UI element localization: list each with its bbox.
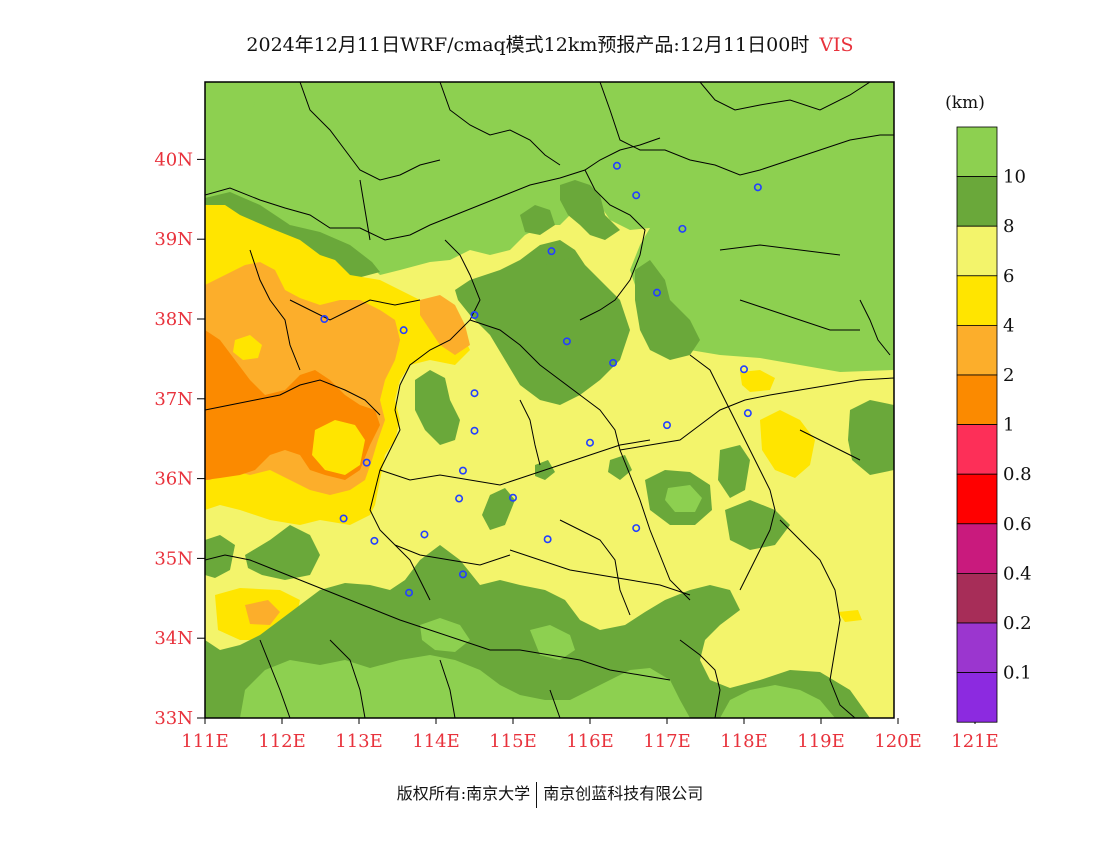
lon-label: 119E (797, 731, 845, 752)
legend-label: 10 (1003, 167, 1026, 188)
lat-label: 33N (154, 708, 193, 729)
lon-label: 114E (412, 731, 460, 752)
lat-label: 34N (154, 628, 193, 649)
legend-swatch (956, 126, 998, 177)
station-marker (320, 314, 329, 323)
lat-label: 37N (154, 389, 193, 410)
station-marker (339, 514, 348, 523)
station-marker (543, 535, 552, 544)
lon-label: 115E (489, 731, 537, 752)
station-marker (399, 326, 408, 335)
lat-label: 38N (154, 309, 193, 330)
color-legend: (km) 10 8 6 4 2 1 0.8 0.6 0.4 0.2 0.1 (945, 93, 1032, 723)
lon-label: 117E (643, 731, 691, 752)
longitude-axis: 111E 112E 113E 114E 115E 116E 117E 118E 119E 120E… (181, 718, 999, 752)
lat-label: 39N (154, 229, 193, 250)
copyright-left: 版权所有:南京大学 (396, 784, 531, 803)
station-marker (739, 365, 748, 374)
station-marker (612, 161, 621, 170)
station-marker (678, 224, 687, 233)
legend-label: 0.1 (1003, 663, 1032, 684)
legend-swatch (956, 225, 998, 277)
map-frame (204, 81, 895, 719)
legend-swatch (956, 324, 998, 376)
copyright-separator (536, 781, 538, 808)
station-marker (652, 288, 661, 297)
legend-label: 0.4 (1003, 563, 1032, 584)
station-marker (370, 536, 379, 545)
station-marker (562, 337, 571, 346)
legend-label: 6 (1003, 266, 1014, 287)
lon-label: 116E (566, 731, 614, 752)
station-marker (470, 389, 479, 398)
lon-label: 112E (258, 731, 306, 752)
boundary-lines (205, 82, 894, 718)
station-marker (632, 191, 641, 200)
latitude-axis: 40N 39N 38N 37N 36N 35N 34N 33N (154, 149, 205, 729)
station-marker (609, 358, 618, 367)
station-marker (662, 421, 671, 430)
station-marker (470, 426, 479, 435)
station-marker (753, 183, 762, 192)
legend-swatch (956, 424, 998, 475)
legend-label: 0.8 (1003, 464, 1032, 485)
lon-label: 118E (720, 731, 768, 752)
legend-label: 0.6 (1003, 514, 1032, 535)
legend-swatch (956, 523, 998, 574)
legend-swatch (956, 672, 998, 723)
map-title: 2024年12月11日WRF/cmaq模式12km预报产品:12月11日00时 V… (0, 30, 1100, 57)
station-marker (585, 438, 594, 447)
legend-label: 0.2 (1003, 613, 1032, 634)
station-marker (547, 247, 556, 256)
legend-swatch (956, 374, 998, 425)
title-variable: VIS (819, 34, 854, 56)
legend-label: 1 (1003, 415, 1014, 436)
legend-label: 2 (1003, 365, 1014, 386)
legend-swatch (956, 176, 998, 227)
station-marker (362, 458, 371, 467)
station-marker (458, 466, 467, 475)
station-marker (458, 570, 467, 579)
lat-label: 35N (154, 548, 193, 569)
legend-label: 4 (1003, 315, 1014, 336)
station-marker (508, 493, 517, 502)
lat-label: 40N (154, 149, 193, 170)
copyright-right: 南京创蓝科技有限公司 (543, 784, 704, 803)
lon-label: 121E (951, 731, 999, 752)
lat-label: 36N (154, 469, 193, 490)
legend-swatch (956, 275, 998, 326)
station-marker (420, 530, 429, 539)
visibility-field (205, 82, 894, 718)
lon-label: 111E (181, 731, 229, 752)
legend-swatch (956, 573, 998, 624)
title-main: 2024年12月11日WRF/cmaq模式12km预报产品:12月11日00时 (246, 34, 810, 56)
legend-swatch (956, 622, 998, 673)
lon-label: 120E (874, 731, 922, 752)
copyright-footer: 版权所有:南京大学 南京创蓝科技有限公司 (0, 780, 1100, 808)
lon-label: 113E (335, 731, 383, 752)
station-marker (743, 409, 752, 418)
station-marker (455, 494, 464, 503)
legend-unit: (km) (945, 93, 985, 113)
station-marker (405, 588, 414, 597)
station-markers (320, 161, 762, 597)
legend-label: 8 (1003, 216, 1014, 237)
station-marker (632, 524, 641, 533)
station-marker (470, 311, 479, 320)
legend-swatch (956, 473, 998, 525)
